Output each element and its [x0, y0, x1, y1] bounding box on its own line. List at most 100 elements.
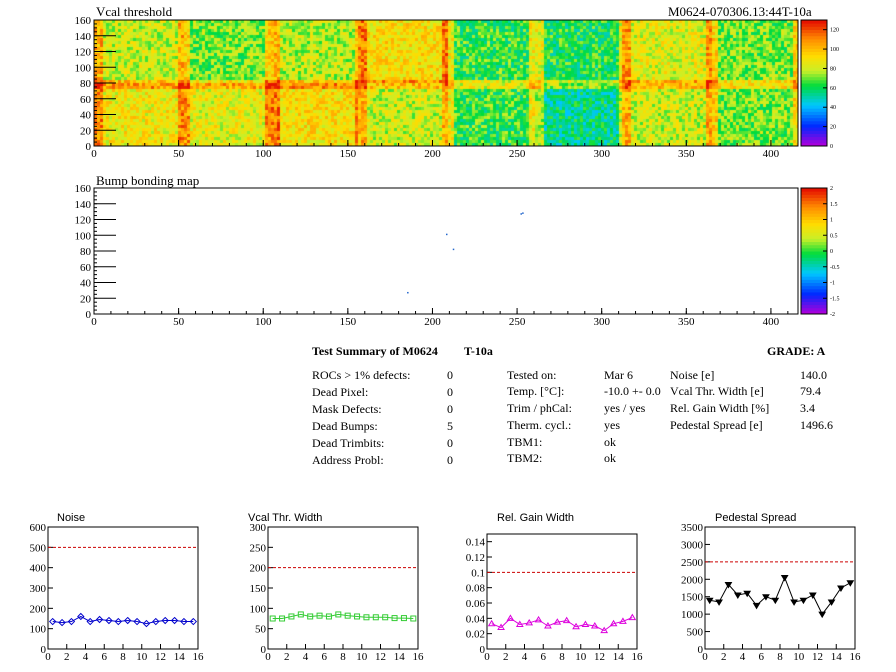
- data-point: [818, 611, 827, 619]
- palette-swatch: [801, 32, 827, 37]
- data-point: [161, 616, 169, 625]
- result-value: 3.4: [800, 401, 815, 415]
- y-tick-label: 0: [698, 644, 704, 656]
- palette-swatch: [801, 216, 827, 220]
- palette-swatch: [801, 70, 827, 75]
- defect-value: 0: [447, 436, 453, 450]
- data-point: [105, 616, 113, 625]
- palette-swatch: [801, 86, 827, 90]
- chart-title: Rel. Gain Width: [497, 512, 574, 524]
- palette-swatch: [801, 266, 827, 271]
- palette-swatch: [801, 67, 827, 71]
- palette-swatch: [801, 54, 827, 59]
- x-tick-label: 8: [559, 651, 565, 663]
- data-point: [827, 599, 836, 606]
- data-point: [142, 619, 151, 628]
- palette-swatch: [801, 105, 827, 109]
- condition-value: Mar 6: [604, 368, 633, 382]
- series-line: [272, 613, 414, 619]
- data-point: [572, 622, 580, 630]
- result-value: 79.4: [800, 384, 821, 398]
- x-tick-label: 100: [255, 316, 272, 328]
- x-tick-label: 4: [303, 651, 309, 663]
- palette-swatch: [801, 269, 827, 274]
- palette-swatch: [801, 213, 827, 217]
- x-tick-label: 0: [91, 316, 97, 328]
- defect-label: Dead Bumps:: [312, 419, 378, 433]
- palette-label: 40: [830, 105, 836, 111]
- data-point: [525, 618, 534, 626]
- defect-value: 0: [447, 385, 453, 399]
- palette-swatch: [801, 194, 827, 198]
- y-tick-label: 60: [80, 94, 92, 106]
- palette-swatch: [801, 298, 827, 302]
- palette-swatch: [801, 200, 827, 205]
- x-tick-label: 16: [632, 651, 644, 663]
- data-point: [487, 619, 496, 627]
- data-point: [123, 616, 132, 625]
- condition-value: ok: [604, 451, 616, 465]
- y-tick-label: 0.06: [466, 598, 486, 610]
- palette-swatch: [801, 38, 827, 43]
- x-tick-label: 12: [375, 651, 386, 663]
- vcal-threshold-heatmap: [94, 20, 798, 146]
- x-tick-label: 8: [120, 651, 126, 663]
- data-point: [152, 617, 160, 626]
- palette-swatch: [801, 251, 827, 255]
- defect-pixel: [446, 233, 448, 236]
- data-point: [553, 618, 562, 625]
- palette-swatch: [801, 244, 827, 249]
- y-tick-label: 500: [30, 542, 47, 554]
- palette-swatch: [801, 282, 827, 287]
- data-point: [170, 616, 179, 625]
- y-tick-label: 40: [80, 278, 92, 290]
- x-tick-label: 14: [174, 651, 186, 663]
- palette-label: -2: [830, 312, 835, 318]
- y-tick-label: 100: [75, 62, 92, 74]
- y-tick-label: 0.04: [466, 613, 486, 625]
- data-point: [733, 592, 742, 599]
- summary-title: Test Summary of M0624: [312, 344, 438, 358]
- chart-title: Noise: [57, 512, 85, 524]
- x-tick-label: 150: [340, 148, 357, 160]
- x-tick-label: 10: [356, 651, 368, 663]
- x-tick-label: 12: [594, 651, 605, 663]
- palette-swatch: [801, 288, 827, 293]
- palette-swatch: [801, 307, 827, 312]
- palette-swatch: [801, 98, 827, 103]
- palette-swatch: [801, 235, 827, 239]
- data-point: [808, 592, 817, 599]
- palette-swatch: [801, 247, 827, 252]
- x-tick-label: 2: [503, 651, 509, 663]
- y-tick-label: 100: [30, 624, 47, 636]
- data-point: [133, 617, 141, 626]
- x-tick-label: 16: [413, 651, 425, 663]
- y-tick-label: 600: [30, 522, 47, 534]
- data-point: [562, 616, 571, 624]
- x-tick-label: 350: [678, 316, 695, 328]
- x-tick-label: 4: [740, 651, 746, 663]
- palette-label: 0.5: [830, 233, 838, 239]
- data-point: [269, 615, 276, 622]
- x-tick-label: 8: [777, 651, 783, 663]
- data-point: [705, 597, 714, 605]
- palette-swatch: [801, 95, 827, 100]
- y-tick-label: 140: [75, 31, 92, 43]
- data-point: [600, 626, 609, 634]
- result-label: Rel. Gain Width [%]: [670, 401, 770, 415]
- palette-label: -1.5: [830, 296, 840, 302]
- y-tick-label: 0: [86, 309, 92, 321]
- y-tick-label: 50: [255, 624, 267, 636]
- data-point: [544, 622, 552, 629]
- data-point: [497, 623, 505, 631]
- y-tick-label: 300: [250, 522, 267, 534]
- condition-value: ok: [604, 435, 616, 449]
- x-tick-label: 150: [340, 316, 357, 328]
- palette-swatch: [801, 225, 827, 230]
- y-tick-label: 40: [80, 110, 92, 122]
- y-tick-label: 2000: [681, 574, 704, 586]
- x-tick-label: 350: [678, 148, 695, 160]
- defect-value: 5: [447, 419, 453, 433]
- palette-swatch: [801, 79, 827, 84]
- x-tick-label: 0: [265, 651, 271, 663]
